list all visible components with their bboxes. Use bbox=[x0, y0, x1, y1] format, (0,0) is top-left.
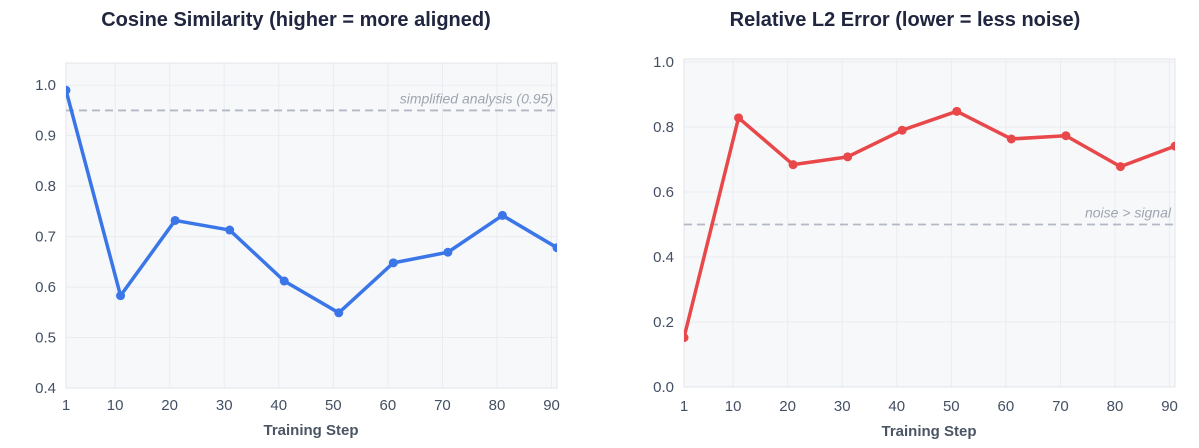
cosine-similarity-marker bbox=[116, 291, 126, 301]
relative-l2-error-marker bbox=[788, 160, 798, 170]
x-tick-label: 20 bbox=[161, 397, 178, 414]
cosine-similarity-marker bbox=[443, 247, 453, 257]
cosine-similarity-marker bbox=[66, 85, 71, 95]
cosine-similarity-marker bbox=[225, 225, 235, 235]
x-tick-label: 70 bbox=[1052, 398, 1069, 415]
cosine-similarity-plot: Cosine Similarity (higher = more aligned… bbox=[35, 9, 560, 439]
y-tick-label: 0.7 bbox=[35, 229, 56, 246]
x-axis-title: Training Step bbox=[881, 423, 976, 440]
cosine-similarity-marker bbox=[388, 258, 398, 268]
relative-l2-error-marker bbox=[1170, 141, 1175, 151]
x-tick-label: 1 bbox=[680, 398, 688, 415]
y-tick-label: 0.6 bbox=[653, 184, 674, 201]
cosine-similarity-marker bbox=[334, 308, 344, 318]
y-tick-label: 0.2 bbox=[653, 314, 674, 331]
x-tick-label: 80 bbox=[489, 397, 506, 414]
cosine-similarity-chart: Cosine Similarity (higher = more aligned… bbox=[0, 0, 599, 448]
relative-l2-error-marker bbox=[1061, 131, 1071, 141]
x-tick-label: 60 bbox=[998, 398, 1015, 415]
x-tick-label: 30 bbox=[834, 398, 851, 415]
x-tick-label: 80 bbox=[1107, 398, 1124, 415]
plot-border bbox=[683, 58, 1176, 388]
relative-l2-error-marker bbox=[1115, 162, 1125, 172]
cosine-similarity-series bbox=[66, 85, 557, 318]
relative-l2-error-series bbox=[684, 106, 1175, 343]
cosine-similarity-marker bbox=[497, 210, 507, 220]
cosine-similarity-marker bbox=[170, 215, 180, 225]
x-tick-label: 20 bbox=[779, 398, 796, 415]
y-tick-label: 0.8 bbox=[35, 178, 56, 195]
plot-border bbox=[65, 62, 558, 389]
relative-l2-error-plot: Relative L2 Error (lower = less noise) 0… bbox=[653, 9, 1178, 440]
x-tick-label: 10 bbox=[107, 397, 124, 414]
plot-area: 0.4 0.5 0.6 0.7 0.8 0.9 1.0 1 10 20 30 40 50 60 70 80 90… bbox=[35, 62, 560, 414]
x-tick-label: 40 bbox=[270, 397, 287, 414]
x-tick-label: 70 bbox=[434, 397, 451, 414]
x-tick-label: 50 bbox=[325, 397, 342, 414]
x-tick-label: 50 bbox=[943, 398, 960, 415]
y-tick-label: 0.9 bbox=[35, 128, 56, 145]
x-tick-label: 10 bbox=[725, 398, 742, 415]
relative-l2-error-marker bbox=[952, 106, 962, 116]
cosine-similarity-marker bbox=[552, 243, 557, 253]
reference-line-label: noise > signal bbox=[1085, 204, 1172, 220]
y-tick-label: 0.4 bbox=[653, 249, 674, 266]
y-tick-label: 0.8 bbox=[653, 119, 674, 136]
y-tick-label: 0.0 bbox=[653, 379, 674, 396]
relative-l2-error-marker bbox=[1006, 134, 1016, 144]
plot-area: 0.0 0.2 0.4 0.6 0.8 1.0 1 10 20 30 40 50 60 70 80 90 noi… bbox=[653, 54, 1178, 415]
reference-line-label: simplified analysis (0.95) bbox=[400, 90, 553, 106]
relative-l2-error-marker bbox=[897, 125, 907, 135]
relative-l2-error-marker bbox=[734, 113, 744, 123]
relative-l2-error-marker bbox=[684, 333, 689, 343]
y-tick-label: 0.6 bbox=[35, 279, 56, 296]
x-tick-label: 60 bbox=[380, 397, 397, 414]
y-tick-label: 0.4 bbox=[35, 380, 56, 397]
chart-title: Cosine Similarity (higher = more aligned… bbox=[101, 9, 491, 31]
y-tick-label: 1.0 bbox=[35, 77, 56, 94]
cosine-similarity-marker bbox=[279, 276, 289, 286]
relative-l2-error-chart: Relative L2 Error (lower = less noise) 0… bbox=[599, 0, 1199, 448]
relative-l2-error-marker bbox=[843, 152, 853, 162]
y-tick-label: 0.5 bbox=[35, 330, 56, 347]
x-tick-label: 90 bbox=[1161, 398, 1178, 415]
chart-title: Relative L2 Error (lower = less noise) bbox=[730, 9, 1081, 31]
x-tick-label: 90 bbox=[543, 397, 560, 414]
plot-background bbox=[684, 59, 1175, 387]
cosine-similarity-line bbox=[66, 88, 557, 315]
y-tick-label: 1.0 bbox=[653, 54, 674, 71]
x-tick-label: 1 bbox=[62, 397, 70, 414]
x-axis-title: Training Step bbox=[263, 422, 358, 439]
x-tick-label: 40 bbox=[888, 398, 905, 415]
x-tick-label: 30 bbox=[216, 397, 233, 414]
plot-background bbox=[66, 63, 557, 388]
relative-l2-error-line bbox=[684, 109, 1175, 340]
